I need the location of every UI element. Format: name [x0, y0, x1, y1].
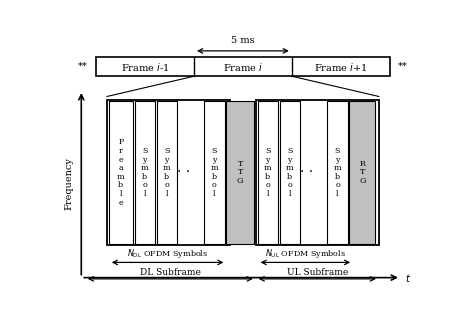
Bar [135, 101, 155, 244]
Text: Frequency: Frequency [64, 158, 73, 210]
Bar [280, 101, 300, 244]
Text: UL Subframe: UL Subframe [287, 268, 348, 277]
Text: **: ** [78, 62, 88, 71]
Bar [96, 57, 390, 76]
Text: · ·: · · [177, 165, 190, 180]
Text: T
T
G: T T G [237, 160, 244, 185]
Text: R
T
G: R T G [359, 160, 365, 185]
Bar [204, 101, 225, 244]
Bar [349, 101, 375, 244]
Text: P
r
e
a
m
b
l
e: P r e a m b l e [117, 139, 125, 207]
Text: · ·: · · [300, 165, 313, 180]
Bar [109, 101, 133, 244]
Text: S
y
m
b
o
l: S y m b o l [163, 147, 171, 198]
Text: $t$: $t$ [405, 272, 410, 284]
Text: 5 ms: 5 ms [231, 36, 255, 45]
Bar [227, 101, 254, 244]
Text: Frame $i$: Frame $i$ [223, 61, 263, 73]
Text: S
y
m
b
o
l: S y m b o l [264, 147, 272, 198]
Text: Frame $i$+1: Frame $i$+1 [314, 61, 367, 73]
Text: S
y
m
b
o
l: S y m b o l [286, 147, 293, 198]
Bar [156, 101, 177, 244]
Bar [107, 100, 230, 245]
Text: S
y
m
b
o
l: S y m b o l [210, 147, 218, 198]
Bar [328, 101, 347, 244]
Text: $N_{\mathrm{UL}}$ OFDM Symbols: $N_{\mathrm{UL}}$ OFDM Symbols [265, 247, 346, 260]
Bar [258, 101, 278, 244]
Text: **: ** [398, 62, 408, 71]
Text: S
y
m
b
o
l: S y m b o l [141, 147, 148, 198]
Bar [256, 100, 379, 245]
Text: $N_{\mathrm{DL}}$ OFDM Symbols: $N_{\mathrm{DL}}$ OFDM Symbols [127, 247, 208, 260]
Text: S
y
m
b
o
l: S y m b o l [334, 147, 341, 198]
Text: Frame $i$-1: Frame $i$-1 [121, 61, 169, 73]
Text: DL Subframe: DL Subframe [140, 268, 201, 277]
